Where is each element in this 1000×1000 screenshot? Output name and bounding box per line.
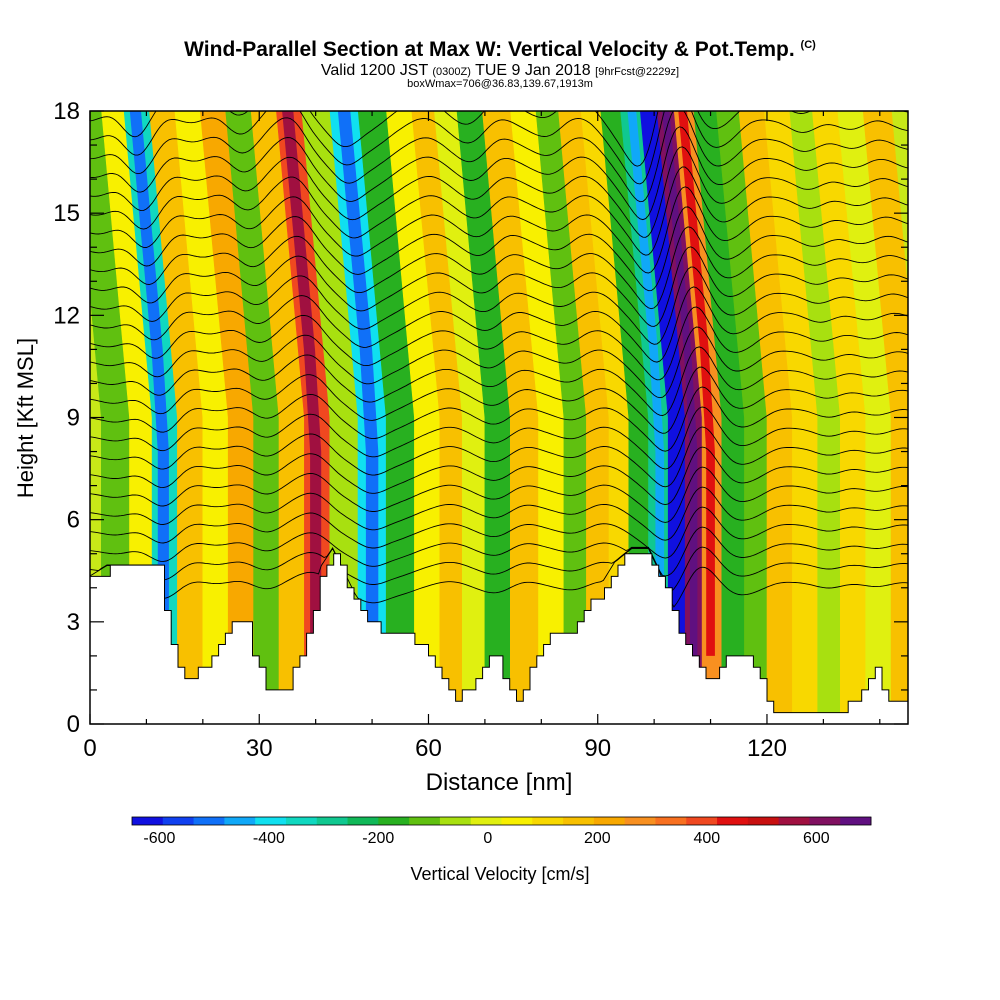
colorbar-swatch [316,817,348,825]
w-band-core [678,111,715,656]
w-band-core [129,111,169,656]
theta-contour [90,547,908,608]
colorbar-swatch [655,817,687,825]
colorbar-swatch [285,817,318,825]
colorbar-swatch [532,817,564,825]
theta-contour [90,206,908,292]
theta-contour [90,246,908,327]
theta-contour [90,166,908,256]
x-tick-label: 30 [246,735,273,762]
theta-contour [90,126,908,221]
y-tick-label: 12 [53,302,80,329]
colorbar-tick-label: 0 [483,830,492,847]
colorbar-swatch [809,817,841,825]
theta-contour [90,386,908,452]
colorbar-swatch [439,817,472,825]
theta-contour [90,506,908,559]
colorbar-swatch [347,817,379,825]
colorbar-swatch [778,817,810,825]
x-tick-label: 0 [83,735,96,762]
theta-contour [90,546,908,594]
theta-contour [90,111,908,203]
colorbar-swatch [224,817,256,825]
colorbar-swatch [132,817,164,825]
y-tick-label: 0 [67,711,80,738]
theta-contour [90,286,908,363]
theta-contour [90,306,908,381]
colorbar-swatch [409,817,441,825]
theta-contour [90,346,908,416]
x-tick-label: 90 [584,735,611,762]
colorbar-tick-label: -600 [143,830,175,847]
theta-contour [90,486,908,541]
colorbar-swatch [717,817,749,825]
w-band-core [337,111,379,656]
colorbar-tick-label: -200 [362,830,394,847]
theta-contour [90,406,908,470]
theta-contours [90,111,908,608]
chart-title: Wind-Parallel Section at Max W: Vertical… [184,38,816,61]
theta-contour [90,266,908,345]
colorbar-swatch [624,817,656,825]
colorbar-tick-labels: -600 -400 -200 0 200 400 600 [143,830,829,847]
colorbar-swatch [593,817,626,825]
theta-contour [90,111,908,185]
y-tick-label: 3 [67,609,80,636]
terrain-mask [89,553,909,725]
x-axis-label: Distance [nm] [426,769,573,796]
y-tick-label: 9 [67,405,80,432]
y-axis-label: Height [Kft MSL] [13,338,38,498]
colorbar-tick-label: -400 [253,830,285,847]
theta-contour [90,466,908,523]
colorbar-tick-label: 600 [803,830,830,847]
theta-contour [90,226,908,310]
colorbar-swatch [378,817,410,825]
chart-subtitle: Valid 1200 JST (0300Z) TUE 9 Jan 2018 [9… [320,62,680,79]
w-band-core [282,111,322,656]
theta-contour [90,146,908,238]
colorbar-swatch [193,817,225,825]
x-tick-label: 120 [747,735,787,762]
theta-contour [90,366,908,434]
colorbar-tick-label: 400 [693,830,720,847]
axis-ticks [89,110,908,725]
theta-contour [90,446,908,506]
colorbar-swatch [501,817,533,825]
w-band [862,111,908,724]
y-tick-label: 18 [53,98,80,125]
theta-contour [90,426,908,488]
x-tick-label: 60 [415,735,442,762]
colorbar-swatch [747,817,780,825]
y-tick-labels: 0 3 6 9 12 15 18 [53,98,80,738]
colorbar-frame [131,816,872,826]
colorbar-swatch [563,817,595,825]
w-band-core [662,111,698,656]
colorbar [131,816,872,826]
chart-box-info: boxWmax=706@36.83,139.67,1913m [407,78,593,90]
y-tick-label: 15 [53,200,80,227]
y-tick-label: 6 [67,507,80,534]
w-band-core [645,111,681,656]
colorbar-tick-label: 200 [584,830,611,847]
vertical-velocity-field [90,111,908,724]
colorbar-swatch [162,817,194,825]
x-tick-labels: 0 30 60 90 120 [83,735,787,762]
theta-contour [90,326,908,399]
colorbar-swatch [686,817,718,825]
colorbar-swatch [255,817,287,825]
colorbar-swatch [470,817,502,825]
colorbar-swatch [840,817,872,825]
theta-contour [90,186,908,274]
theta-contour [90,526,908,577]
colorbar-label: Vertical Velocity [cm/s] [410,864,590,884]
